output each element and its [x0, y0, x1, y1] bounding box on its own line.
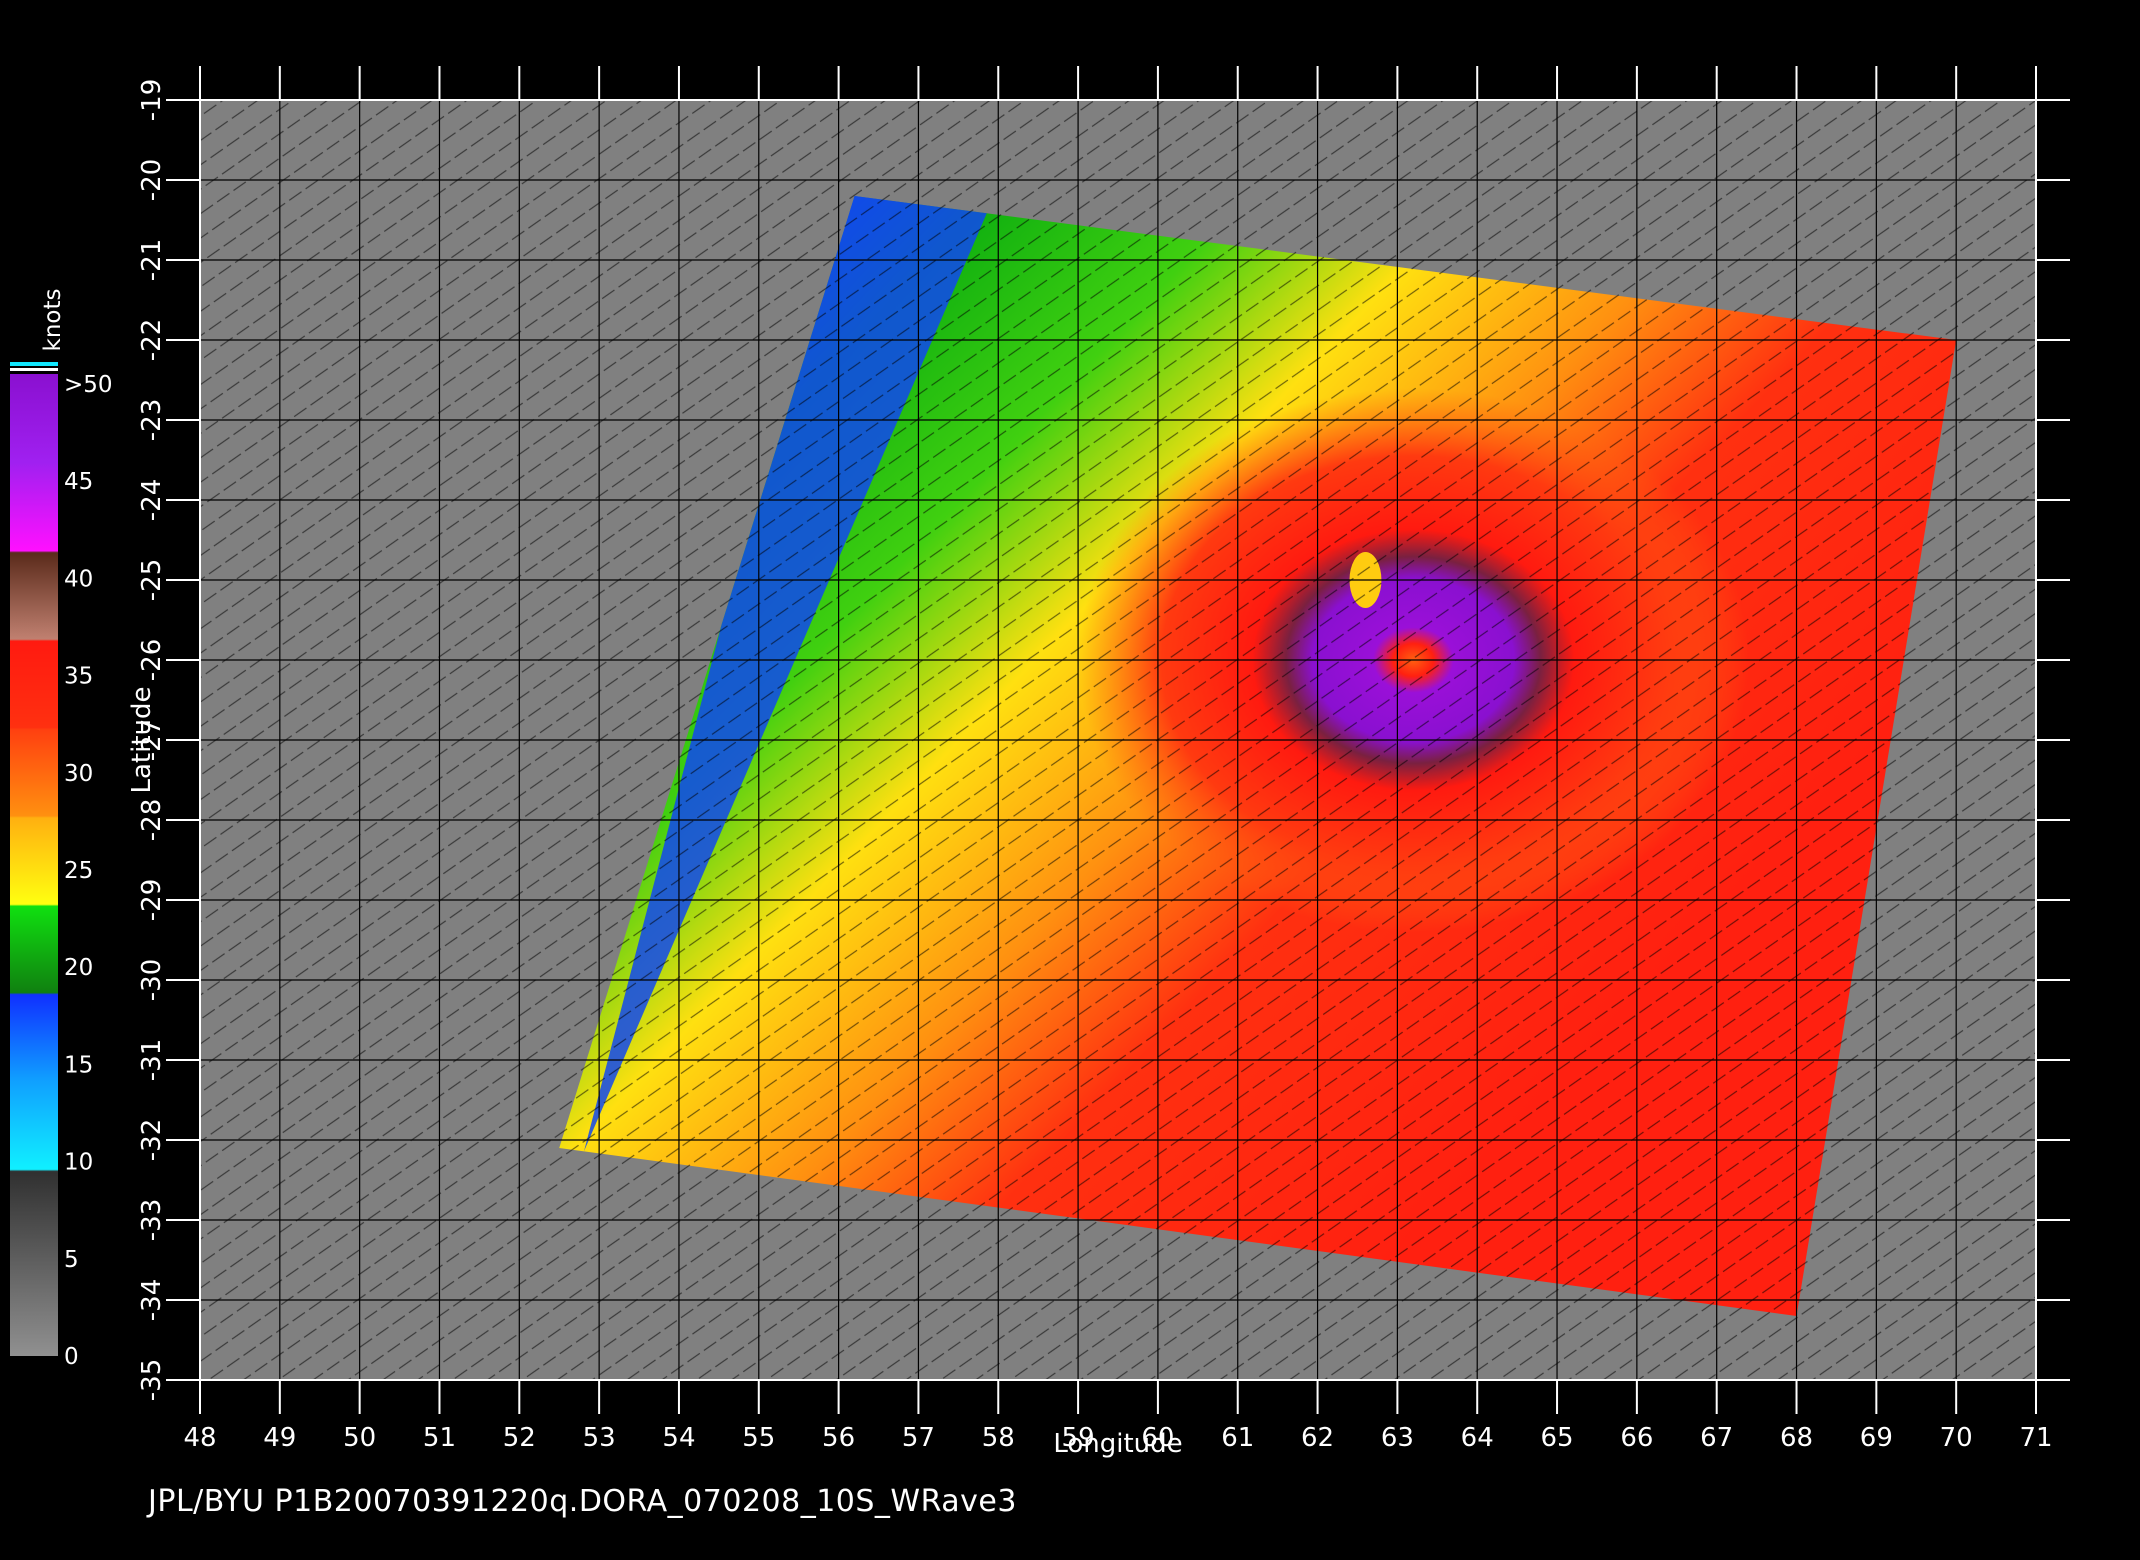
x-tick-label: 54	[662, 1423, 695, 1453]
x-tick-label: 55	[742, 1423, 775, 1453]
y-tick-label: -35	[137, 1359, 167, 1401]
x-tick-label: 69	[1860, 1423, 1893, 1453]
x-tick-label: 48	[183, 1423, 216, 1453]
legend-top-stripe-cyan	[10, 362, 58, 366]
legend-label: 15	[64, 1052, 93, 1078]
x-axis-title: Longitude	[1053, 1429, 1182, 1459]
legend-label: 25	[64, 858, 93, 884]
x-tick-label: 52	[503, 1423, 536, 1453]
legend-label: 45	[64, 469, 93, 495]
y-tick-label: -19	[137, 79, 167, 121]
wind-barbs-swath	[559, 196, 1957, 1316]
x-tick-label: 56	[822, 1423, 855, 1453]
x-tick-label: 58	[982, 1423, 1015, 1453]
legend-colorbar	[10, 374, 58, 1356]
y-tick-label: -34	[137, 1279, 167, 1321]
y-tick-label: -32	[137, 1119, 167, 1161]
x-tick-label: 57	[902, 1423, 935, 1453]
x-tick-label: 70	[1940, 1423, 1973, 1453]
legend-label: 0	[64, 1344, 79, 1370]
x-tick-label: 59	[1062, 1423, 1095, 1453]
legend-label: 5	[64, 1247, 79, 1273]
legend-label: 10	[64, 1150, 93, 1176]
y-tick-label: -28	[137, 799, 167, 841]
x-tick-label: 49	[263, 1423, 296, 1453]
legend-label: 20	[64, 955, 93, 981]
axis-ticks	[166, 66, 2070, 1414]
x-tick-label: 60	[1141, 1423, 1174, 1453]
y-tick-label: -21	[137, 239, 167, 281]
y-tick-label: -30	[137, 959, 167, 1001]
x-tick-label: 71	[2019, 1423, 2052, 1453]
legend-label: 35	[64, 664, 93, 690]
x-tick-label: 68	[1780, 1423, 1813, 1453]
x-tick-label: 53	[583, 1423, 616, 1453]
grid	[200, 100, 2036, 1380]
legend-label: 30	[64, 761, 93, 787]
y-tick-label: -29	[137, 879, 167, 921]
credit-text: JPL/BYU P1B20070391220q.DORA_070208_10S_…	[148, 1484, 1017, 1519]
x-tick-label: 65	[1540, 1423, 1573, 1453]
y-tick-label: -22	[137, 319, 167, 361]
x-tick-label: 67	[1700, 1423, 1733, 1453]
y-tick-label: -27	[137, 719, 167, 761]
x-tick-label: 66	[1620, 1423, 1653, 1453]
y-axis-title: Latitude	[127, 686, 157, 793]
x-tick-label: 64	[1461, 1423, 1494, 1453]
x-tick-label: 63	[1381, 1423, 1414, 1453]
y-tick-label: -23	[137, 399, 167, 441]
y-tick-label: -20	[137, 159, 167, 201]
legend-top-stripe-white	[10, 368, 58, 371]
x-tick-label: 61	[1221, 1423, 1254, 1453]
legend-label: 40	[64, 566, 93, 592]
y-tick-label: -25	[137, 559, 167, 601]
y-tick-label: -33	[137, 1199, 167, 1241]
x-tick-label: 50	[343, 1423, 376, 1453]
y-tick-label: -26	[137, 639, 167, 681]
y-tick-label: -24	[137, 479, 167, 521]
legend-title: knots	[40, 289, 66, 352]
axis-tick-labels: 48 49 50 51 52 53 54 55 56 57 58 59 60 61 62 63 64 65 66 67…	[137, 79, 2053, 1453]
x-tick-label: 51	[423, 1423, 456, 1453]
x-tick-label: 62	[1301, 1423, 1334, 1453]
y-tick-label: -31	[137, 1039, 167, 1081]
color-legend: knots >50 45 40 35 30 25 20 15 10 5 0	[10, 289, 113, 1370]
legend-label: >50	[64, 372, 113, 398]
